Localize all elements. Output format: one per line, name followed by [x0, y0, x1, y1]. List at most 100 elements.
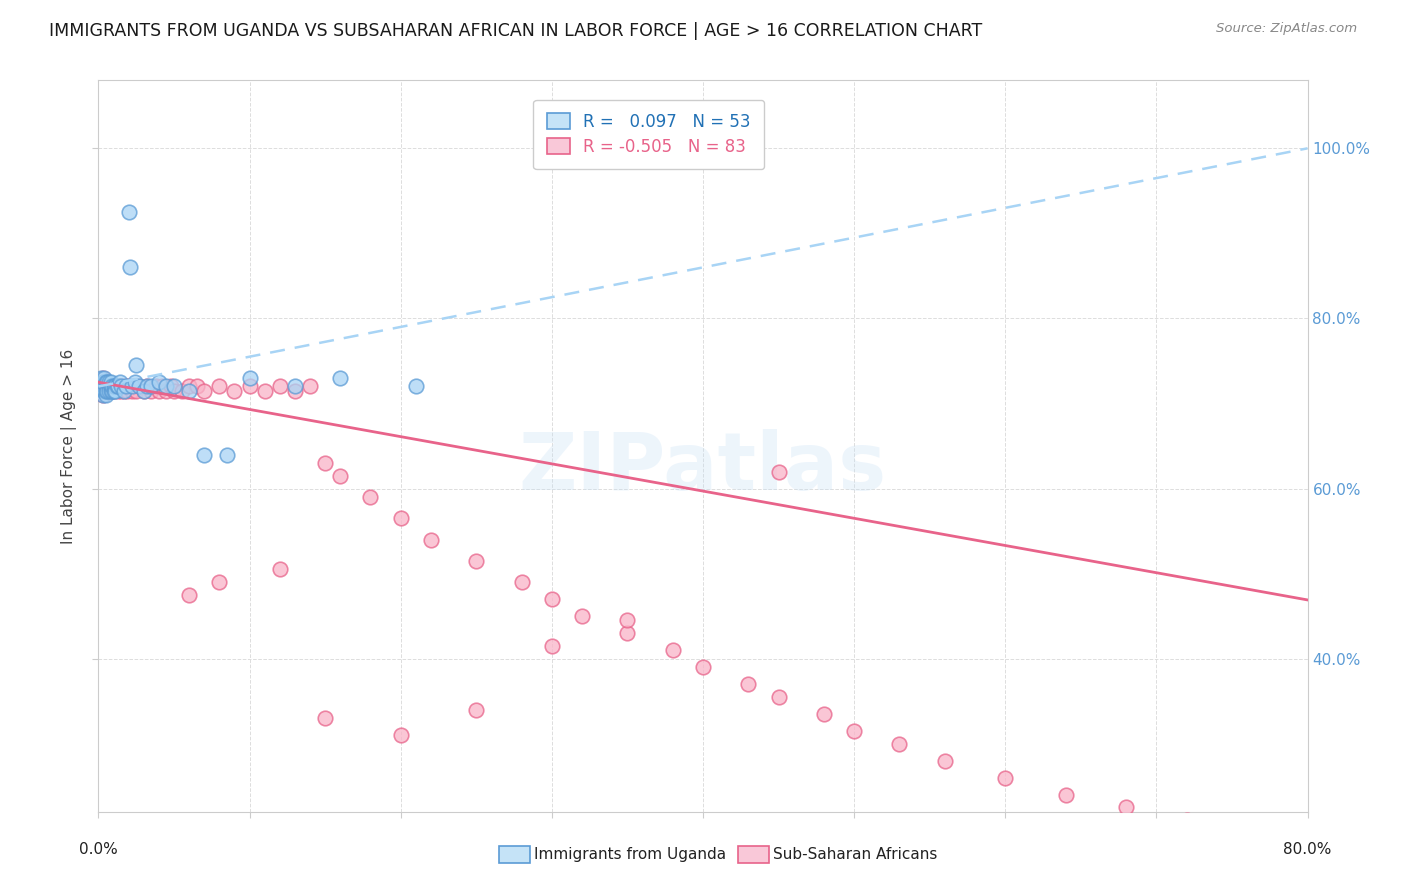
Point: [108, 375, 131, 389]
Point: [121, 384, 143, 398]
Point: [215, 448, 238, 462]
Point: [93, 375, 115, 389]
Point: [120, 260, 142, 275]
Point: [115, 384, 138, 398]
Point: [132, 384, 155, 398]
Point: [132, 384, 155, 398]
Point: [737, 677, 759, 691]
Point: [112, 384, 135, 398]
Point: [616, 626, 638, 640]
Point: [90, 379, 112, 393]
Point: [179, 588, 201, 602]
Point: [193, 384, 215, 398]
Point: [110, 384, 132, 398]
Point: [128, 379, 150, 393]
Point: [111, 379, 134, 393]
Text: ZIPatlas: ZIPatlas: [519, 429, 887, 507]
Point: [94, 379, 117, 393]
Point: [160, 379, 183, 393]
Point: [299, 379, 322, 393]
Point: [98, 384, 121, 398]
Text: 0.0%: 0.0%: [79, 842, 118, 856]
Point: [269, 562, 291, 576]
Point: [112, 384, 135, 398]
Point: [105, 379, 128, 393]
Point: [145, 379, 167, 393]
Point: [193, 448, 215, 462]
Point: [465, 703, 488, 717]
Point: [121, 379, 143, 393]
Point: [125, 384, 148, 398]
Point: [148, 375, 170, 389]
Point: [124, 375, 146, 389]
Point: [101, 384, 124, 398]
Point: [389, 511, 412, 525]
Point: [96, 379, 118, 393]
Point: [108, 379, 131, 393]
Point: [135, 379, 157, 393]
Point: [103, 379, 125, 393]
Point: [616, 613, 638, 627]
Point: [128, 379, 150, 393]
Point: [329, 371, 352, 385]
Point: [98, 379, 121, 393]
Point: [110, 379, 132, 393]
Point: [314, 456, 336, 470]
Point: [98, 384, 121, 398]
Point: [179, 379, 201, 393]
Point: [118, 379, 141, 393]
Point: [93, 384, 115, 398]
Point: [540, 639, 562, 653]
Point: [934, 754, 956, 768]
Point: [101, 379, 124, 393]
Point: [1220, 826, 1243, 840]
Point: [104, 384, 127, 398]
Point: [571, 609, 593, 624]
Point: [94, 384, 117, 398]
Point: [93, 379, 115, 393]
Point: [100, 384, 122, 398]
Point: [360, 490, 382, 504]
Legend: R =   0.097   N = 53, R = -0.505   N = 83: R = 0.097 N = 53, R = -0.505 N = 83: [533, 100, 763, 169]
Text: Sub-Saharan Africans: Sub-Saharan Africans: [773, 847, 938, 862]
Point: [186, 379, 208, 393]
Point: [124, 379, 146, 393]
Point: [329, 468, 352, 483]
Point: [91, 375, 114, 389]
Point: [163, 379, 186, 393]
Point: [179, 384, 201, 398]
Point: [125, 358, 148, 372]
Point: [844, 723, 866, 738]
Point: [91, 388, 114, 402]
Point: [1175, 814, 1198, 828]
Point: [420, 533, 443, 547]
Point: [104, 379, 127, 393]
Point: [768, 465, 790, 479]
Point: [813, 706, 835, 721]
Point: [96, 384, 118, 398]
Point: [141, 384, 163, 398]
Point: [141, 379, 163, 393]
Point: [239, 379, 262, 393]
Point: [150, 379, 173, 393]
Point: [93, 379, 115, 393]
Point: [135, 379, 157, 393]
Point: [405, 379, 427, 393]
Point: [239, 371, 262, 385]
Point: [314, 711, 336, 725]
Point: [98, 379, 121, 393]
Point: [100, 379, 122, 393]
Point: [148, 384, 170, 398]
Point: [93, 371, 115, 385]
Point: [661, 643, 683, 657]
Point: [90, 371, 112, 385]
Point: [224, 384, 246, 398]
Point: [155, 379, 177, 393]
Point: [105, 379, 128, 393]
Point: [768, 690, 790, 704]
Point: [103, 384, 125, 398]
Point: [389, 728, 412, 742]
Point: [465, 554, 488, 568]
Point: [1115, 800, 1137, 814]
Point: [101, 384, 124, 398]
